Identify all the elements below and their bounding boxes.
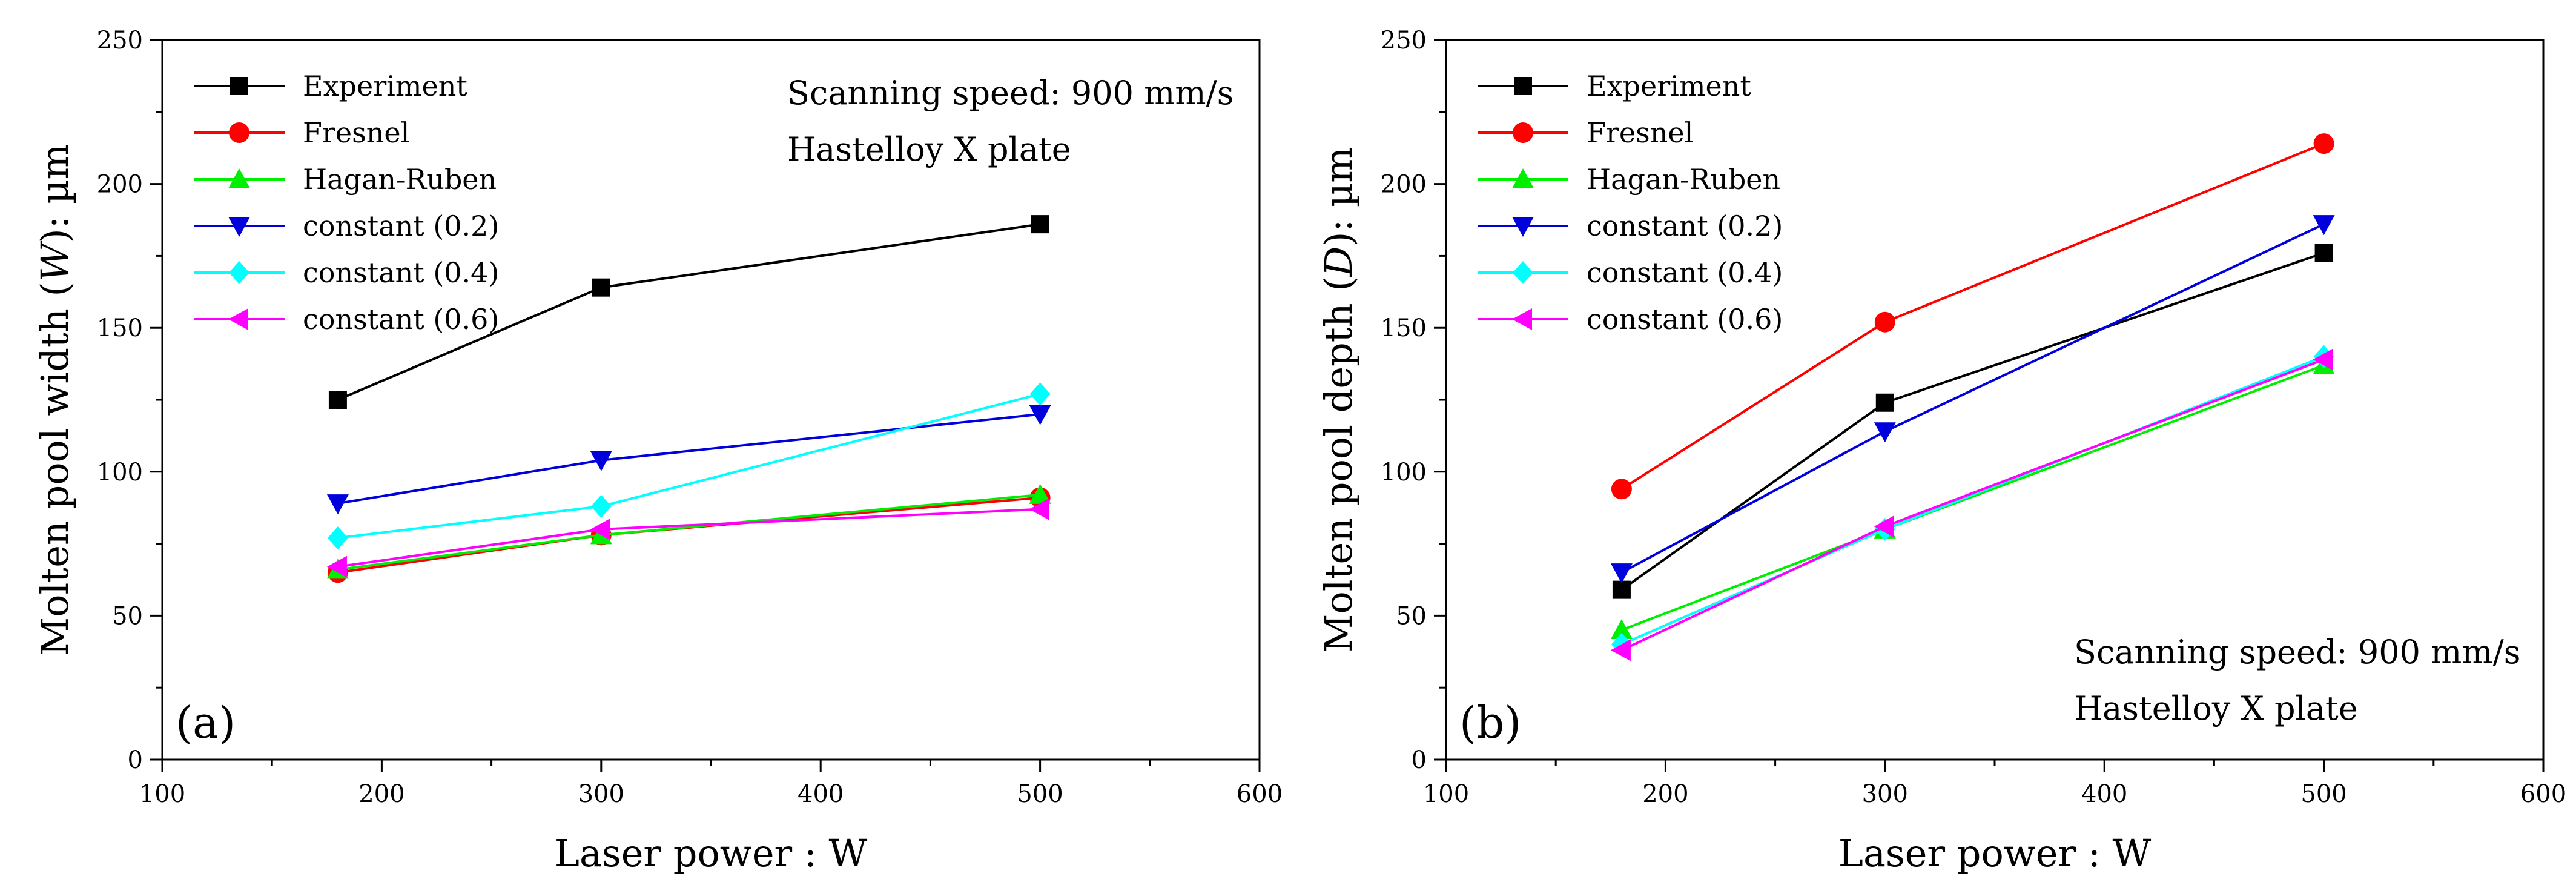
panel-b: 100 200 300 400 500 600 0 50 100 150 200 250 Laser p…: [1316, 27, 2566, 875]
legend-label-fresnel-a: Fresnel: [303, 116, 409, 149]
legend-label-experiment-b: Experiment: [1587, 70, 1751, 102]
data-point-experiment-a: [328, 391, 347, 409]
y-tick-label-a: 50: [112, 602, 143, 630]
y-axis-title-b: Molten pool depth (D): µm: [1316, 147, 1361, 652]
y-tick-label-b: 200: [1381, 171, 1427, 199]
legend-label-constant-0-2-a: constant (0.2): [303, 210, 499, 242]
legend-label-hagan-ruben-a: Hagan-Ruben: [303, 163, 497, 196]
x-tick-label-b: 100: [1423, 780, 1469, 808]
y-tick-label-a: 250: [97, 27, 143, 55]
data-point-experiment-a: [592, 278, 610, 297]
x-tick-label-b: 400: [2081, 780, 2127, 808]
legend-marker-hagan-ruben-a: [228, 168, 250, 188]
legend-marker-constant-0-4-b: [1513, 261, 1533, 284]
data-point-fresnel-b: [1874, 311, 1895, 333]
data-point-experiment-b: [1612, 580, 1631, 599]
x-tick-label-b: 600: [2520, 780, 2566, 808]
data-point-constant-0-6-a: [1029, 498, 1049, 520]
panel-label-b: (b): [1459, 697, 1521, 748]
legend-marker-constant-0-4-a: [229, 261, 249, 284]
data-point-experiment-a: [1031, 215, 1049, 234]
x-tick-label-a: 500: [1017, 780, 1063, 808]
legend-marker-constant-0-6-a: [228, 308, 248, 330]
y-tick-label-a: 150: [97, 314, 143, 342]
data-point-fresnel-b: [2313, 133, 2334, 154]
x-tick-label-b: 200: [1642, 780, 1688, 808]
x-tick-label-a: 100: [139, 780, 185, 808]
data-point-hagan-ruben-a: [1029, 483, 1051, 504]
data-point-constant-0-2-a: [1029, 405, 1051, 425]
data-point-constant-0-6-a: [590, 518, 610, 540]
series-line-fresnel-a: [337, 496, 1040, 574]
legend-marker-constant-0-2-a: [228, 217, 250, 237]
x-tick-label-a: 300: [578, 780, 624, 808]
legend-label-constant-0-4-a: constant (0.4): [303, 256, 499, 289]
data-point-constant-0-2-a: [326, 494, 349, 515]
data-point-experiment-b: [1875, 393, 1894, 412]
y-tick-label-a: 100: [97, 459, 143, 486]
x-axis-title-b: Laser power : W: [1838, 831, 2152, 875]
legend-label-hagan-ruben-b: Hagan-Ruben: [1587, 163, 1780, 196]
legend-label-constant-0-4-b: constant (0.4): [1587, 256, 1783, 289]
annotation-line-1-a: Scanning speed: 900 mm/s: [787, 74, 1234, 112]
legend-label-constant-0-2-b: constant (0.2): [1587, 210, 1783, 242]
annotation-line-2-b: Hastelloy X plate: [2074, 689, 2358, 728]
panel-a: 100 200 300 400 500 600 0 50 100 150 200 250 Laser p…: [33, 27, 1283, 875]
legend-marker-experiment-a: [230, 77, 248, 95]
x-tick-label-b: 300: [1862, 780, 1908, 808]
y-tick-label-b: 150: [1381, 314, 1427, 342]
legend-marker-constant-0-2-b: [1512, 217, 1534, 237]
x-tick-label-a: 200: [358, 780, 405, 808]
data-point-constant-0-2-b: [1874, 422, 1896, 443]
data-point-constant-0-2-b: [2313, 215, 2335, 236]
y-tick-label-b: 250: [1381, 27, 1427, 55]
data-point-constant-0-6-b: [1874, 515, 1894, 538]
y-tick-label-a: 200: [97, 171, 143, 199]
y-tick-label-b: 0: [1412, 746, 1427, 774]
legend-marker-fresnel-a: [229, 122, 249, 143]
x-tick-label-a: 600: [1237, 780, 1283, 808]
data-point-hagan-ruben-b: [1610, 619, 1633, 640]
legend-marker-hagan-ruben-b: [1512, 168, 1534, 188]
legend-label-constant-0-6-b: constant (0.6): [1587, 303, 1783, 336]
data-point-constant-0-6-b: [1610, 639, 1631, 661]
series-line-constant-0-4-a: [337, 393, 1041, 540]
y-tick-label-b: 100: [1381, 459, 1427, 486]
y-axis-title-a: Molten pool width (W): µm: [33, 144, 77, 656]
data-point-constant-0-6-b: [2313, 348, 2333, 371]
series-line-constant-0-6-b: [1621, 358, 2325, 652]
data-point-constant-0-4-a: [1029, 382, 1051, 406]
x-tick-label-a: 400: [798, 780, 844, 808]
data-point-constant-0-4-a: [327, 526, 348, 550]
data-point-constant-0-2-b: [1610, 563, 1633, 584]
legend-label-experiment-a: Experiment: [303, 70, 467, 102]
panel-label-a: (a): [176, 697, 236, 748]
data-point-constant-0-4-a: [590, 494, 612, 518]
y-tick-label-a: 0: [128, 746, 143, 774]
series-line-hagan-ruben-b: [1621, 364, 2325, 632]
annotation-line-1-b: Scanning speed: 900 mm/s: [2074, 633, 2520, 671]
data-point-experiment-b: [2314, 244, 2333, 262]
legend-label-fresnel-b: Fresnel: [1587, 116, 1693, 149]
series-line-constant-0-2-a: [337, 413, 1040, 505]
y-tick-label-b: 50: [1396, 602, 1427, 630]
legend-label-constant-0-6-a: constant (0.6): [303, 303, 499, 336]
annotation-line-2-a: Hastelloy X plate: [787, 130, 1071, 168]
legend-marker-experiment-b: [1514, 77, 1532, 95]
legend-marker-constant-0-6-b: [1512, 308, 1532, 330]
x-axis-title-a: Laser power : W: [555, 831, 868, 875]
legend-marker-fresnel-b: [1513, 122, 1533, 143]
x-tick-label-b: 500: [2300, 780, 2346, 808]
data-point-constant-0-6-a: [326, 555, 347, 578]
data-point-constant-0-2-a: [590, 451, 612, 471]
data-point-fresnel-b: [1611, 479, 1632, 500]
